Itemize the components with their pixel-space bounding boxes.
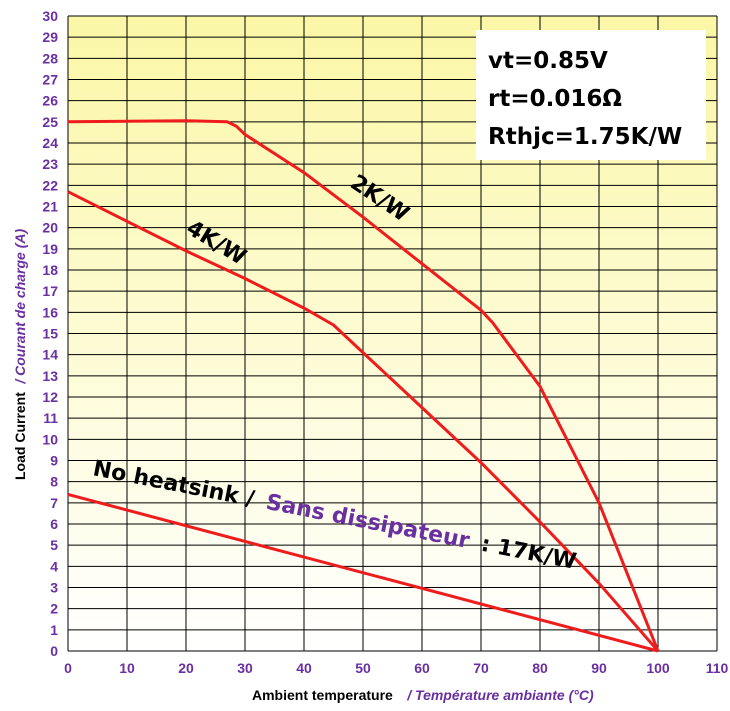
y-axis-title-fr: / Courant de charge (A) bbox=[12, 229, 28, 385]
params-box bbox=[476, 30, 706, 160]
x-tick-label: 110 bbox=[706, 660, 729, 676]
y-tick-label: 19 bbox=[42, 241, 58, 257]
x-tick-label: 50 bbox=[355, 660, 371, 676]
y-tick-label: 30 bbox=[42, 8, 58, 24]
param-vt: vt=0.85V bbox=[488, 48, 608, 74]
y-tick-label: 25 bbox=[42, 114, 58, 130]
y-tick-label: 8 bbox=[50, 474, 58, 490]
y-tick-label: 26 bbox=[42, 93, 58, 109]
x-axis-ticks: 0 10 20 30 40 50 60 70 80 90 100 110 bbox=[64, 660, 728, 676]
y-tick-label: 14 bbox=[42, 347, 58, 363]
y-tick-label: 4 bbox=[50, 558, 58, 574]
x-tick-label: 20 bbox=[178, 660, 194, 676]
y-tick-label: 17 bbox=[42, 283, 58, 299]
y-tick-label: 29 bbox=[42, 29, 58, 45]
y-tick-label: 18 bbox=[42, 262, 58, 278]
y-tick-label: 21 bbox=[42, 199, 58, 215]
series-line-1 bbox=[67, 190, 660, 652]
y-tick-label: 11 bbox=[43, 410, 58, 426]
x-axis-title-en: Ambient temperature bbox=[252, 687, 393, 703]
y-tick-label: 23 bbox=[42, 156, 58, 172]
x-tick-label: 80 bbox=[532, 660, 548, 676]
y-tick-label: 10 bbox=[42, 431, 58, 447]
series-line-2 bbox=[67, 492, 659, 653]
x-tick-label: 10 bbox=[119, 660, 135, 676]
y-tick-label: 7 bbox=[50, 495, 58, 511]
x-tick-label: 100 bbox=[646, 660, 670, 676]
series-line-0 bbox=[67, 119, 660, 652]
x-tick-label: 60 bbox=[414, 660, 430, 676]
series-lines bbox=[67, 119, 660, 653]
x-tick-label: 40 bbox=[296, 660, 312, 676]
y-tick-label: 6 bbox=[50, 516, 58, 532]
y-tick-label: 28 bbox=[42, 50, 58, 66]
y-tick-label: 22 bbox=[42, 177, 58, 193]
y-tick-label: 13 bbox=[42, 368, 58, 384]
param-rt: rt=0.016Ω bbox=[488, 86, 622, 112]
y-tick-label: 27 bbox=[42, 72, 58, 88]
y-tick-label: 9 bbox=[50, 453, 58, 469]
y-tick-label: 1 bbox=[50, 622, 58, 638]
y-tick-label: 15 bbox=[42, 326, 58, 342]
y-tick-label: 16 bbox=[42, 304, 58, 320]
y-axis-title: Load Current / Courant de charge (A) bbox=[12, 229, 29, 480]
param-rthjc: Rthjc=1.75K/W bbox=[488, 124, 682, 150]
y-tick-label: 3 bbox=[50, 580, 58, 596]
y-tick-label: 2 bbox=[50, 601, 58, 617]
x-axis-title: Ambient temperature / Température ambian… bbox=[252, 687, 594, 704]
y-tick-label: 24 bbox=[42, 135, 58, 151]
y-tick-label: 12 bbox=[42, 389, 58, 405]
x-tick-label: 90 bbox=[591, 660, 607, 676]
x-tick-label: 0 bbox=[64, 660, 72, 676]
x-axis-title-fr: / Température ambiante (°C) bbox=[406, 687, 594, 703]
y-tick-label: 0 bbox=[50, 643, 58, 659]
y-axis-title-en: Load Current bbox=[12, 392, 28, 480]
x-tick-label: 70 bbox=[473, 660, 489, 676]
y-tick-label: 20 bbox=[42, 220, 58, 236]
x-tick-label: 30 bbox=[237, 660, 253, 676]
y-axis-ticks: 0123456789101112131415161718192021222324… bbox=[42, 8, 58, 659]
y-tick-label: 5 bbox=[50, 537, 58, 553]
